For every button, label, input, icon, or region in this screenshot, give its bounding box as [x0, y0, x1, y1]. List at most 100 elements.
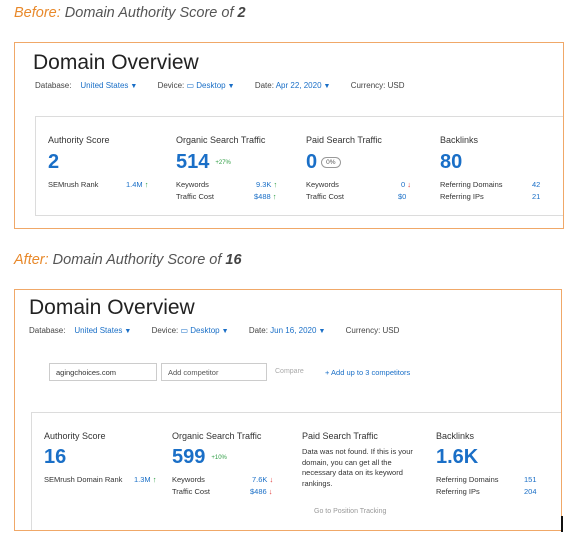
position-tracking-link[interactable]: Go to Position Tracking: [314, 508, 387, 515]
authority-value[interactable]: 16: [44, 446, 67, 468]
filter-bar: Database: United States ▼ Device: ▭ Deskt…: [29, 326, 417, 335]
desktop-icon: ▭: [180, 326, 189, 335]
trend-down-icon: ↓: [407, 180, 412, 189]
paid-cost-row: Traffic Cost $0: [306, 192, 418, 201]
rank-label: SEMrush Rank: [48, 180, 99, 189]
device-value[interactable]: Desktop: [190, 326, 220, 335]
date-value[interactable]: Apr 22, 2020: [275, 81, 322, 90]
currency-label: Currency: USD: [350, 81, 405, 90]
trend-up-icon: ↑: [152, 475, 157, 484]
chevron-down-icon: ▼: [130, 83, 138, 90]
after-caption: After: Domain Authority Score of 16: [14, 252, 242, 268]
add-competitor-input[interactable]: Add competitor: [161, 363, 267, 381]
date-label: Date:: [248, 326, 268, 335]
chevron-down-icon: ▼: [318, 328, 326, 335]
ref-domains-value[interactable]: 151: [524, 475, 537, 484]
text-cursor: [561, 516, 563, 532]
date-value[interactable]: Jun 16, 2020: [270, 326, 317, 335]
after-caption-score: 16: [225, 252, 242, 268]
rank-label: SEMrush Domain Rank: [44, 475, 123, 484]
rank-value[interactable]: 1.4M: [126, 180, 143, 189]
paid-keywords-row: Keywords 0 ↓: [306, 180, 418, 189]
keywords-value[interactable]: 9.3K: [256, 180, 272, 189]
compare-button[interactable]: Compare: [275, 368, 304, 375]
database-filter[interactable]: Database: United States ▼: [35, 81, 137, 90]
cost-label: Traffic Cost: [306, 192, 344, 201]
organic-value[interactable]: 599: [172, 446, 206, 468]
ref-domains-label: Referring Domains: [436, 475, 499, 484]
database-value[interactable]: United States: [80, 81, 129, 90]
device-label: Device:: [157, 81, 185, 90]
metrics-card: Authority Score 16 SEMrush Domain Rank 1…: [31, 412, 561, 530]
trend-up-icon: ↑: [273, 180, 278, 189]
currency-label: Currency: USD: [345, 326, 400, 335]
chevron-down-icon: ▼: [323, 83, 331, 90]
database-label: Database:: [35, 81, 72, 90]
before-caption-text: Domain Authority Score of: [60, 5, 238, 21]
ref-ips-label: Referring IPs: [440, 192, 484, 201]
date-filter[interactable]: Date: Jun 16, 2020 ▼: [249, 326, 326, 335]
paid-label: Paid Search Traffic: [302, 431, 378, 441]
paid-value[interactable]: 0: [306, 151, 318, 173]
organic-delta: +27%: [215, 159, 231, 166]
organic-keywords-row: Keywords 7.6K ↓: [172, 475, 276, 484]
ref-ips-value[interactable]: 204: [524, 487, 537, 496]
cost-label: Traffic Cost: [176, 192, 214, 201]
backlinks-value[interactable]: 1.6K: [436, 446, 479, 468]
authority-label: Authority Score: [48, 135, 110, 145]
database-value[interactable]: United States: [74, 326, 123, 335]
ref-ips-row: Referring IPs 21: [440, 192, 544, 201]
chevron-down-icon: ▼: [221, 328, 229, 335]
cost-value[interactable]: $488: [254, 192, 271, 201]
ref-ips-value[interactable]: 21: [532, 192, 541, 201]
ref-domains-row: Referring Domains 151: [436, 475, 540, 484]
backlinks-value[interactable]: 80: [440, 151, 463, 173]
rank-value[interactable]: 1.3M: [134, 475, 151, 484]
device-label: Device:: [151, 326, 179, 335]
rank-row: SEMrush Rank 1.4M ↑: [48, 180, 153, 189]
page-title: Domain Overview: [29, 296, 195, 319]
trend-down-icon: ↓: [268, 487, 273, 496]
keywords-label: Keywords: [306, 180, 339, 189]
paid-not-found-message: Data was not found. If this is your doma…: [302, 447, 413, 488]
keywords-label: Keywords: [172, 475, 205, 484]
after-panel: Domain Overview Database: United States ▼…: [14, 289, 562, 531]
backlinks-label: Backlinks: [436, 431, 475, 441]
trend-down-icon: ↓: [269, 475, 274, 484]
before-caption-score: 2: [237, 5, 246, 21]
filter-bar: Database: United States ▼ Device: ▭ Deskt…: [35, 81, 423, 90]
device-value[interactable]: Desktop: [196, 81, 226, 90]
rank-row: SEMrush Domain Rank 1.3M ↑: [44, 475, 162, 484]
organic-cost-row: Traffic Cost $486 ↓: [172, 487, 276, 496]
keywords-value[interactable]: 7.6K: [252, 475, 268, 484]
organic-keywords-row: Keywords 9.3K ↑: [176, 180, 286, 189]
ref-ips-row: Referring IPs 204: [436, 487, 540, 496]
ref-domains-value[interactable]: 42: [532, 180, 541, 189]
paid-label: Paid Search Traffic: [306, 135, 382, 145]
add-competitors-link[interactable]: + Add up to 3 competitors: [325, 368, 411, 377]
page-title: Domain Overview: [33, 51, 199, 74]
device-filter[interactable]: Device: ▭ Desktop ▼: [152, 326, 229, 335]
keywords-value[interactable]: 0: [401, 180, 406, 189]
cost-value[interactable]: $486: [250, 487, 267, 496]
organic-value-wrap: 599 +10%: [172, 446, 227, 469]
ref-ips-label: Referring IPs: [436, 487, 480, 496]
date-filter[interactable]: Date: Apr 22, 2020 ▼: [255, 81, 331, 90]
domain-input[interactable]: agingchoices.com: [49, 363, 157, 381]
chevron-down-icon: ▼: [124, 328, 132, 335]
paid-value-wrap: 0 0%: [306, 151, 341, 174]
authority-value[interactable]: 2: [48, 151, 60, 173]
cost-value[interactable]: $0: [398, 192, 407, 201]
ref-domains-label: Referring Domains: [440, 180, 503, 189]
organic-label: Organic Search Traffic: [176, 135, 266, 145]
ref-domains-row: Referring Domains 42: [440, 180, 544, 189]
before-panel: Domain Overview Database: United States ▼…: [14, 42, 564, 229]
keywords-label: Keywords: [176, 180, 209, 189]
device-filter[interactable]: Device: ▭ Desktop ▼: [158, 81, 235, 90]
database-filter[interactable]: Database: United States ▼: [29, 326, 131, 335]
metrics-card: Authority Score 2 SEMrush Rank 1.4M ↑ Or…: [35, 116, 563, 216]
organic-cost-row: Traffic Cost $488 ↑: [176, 192, 286, 201]
database-label: Database:: [29, 326, 66, 335]
organic-value[interactable]: 514: [176, 151, 210, 173]
organic-delta: +10%: [211, 454, 227, 461]
